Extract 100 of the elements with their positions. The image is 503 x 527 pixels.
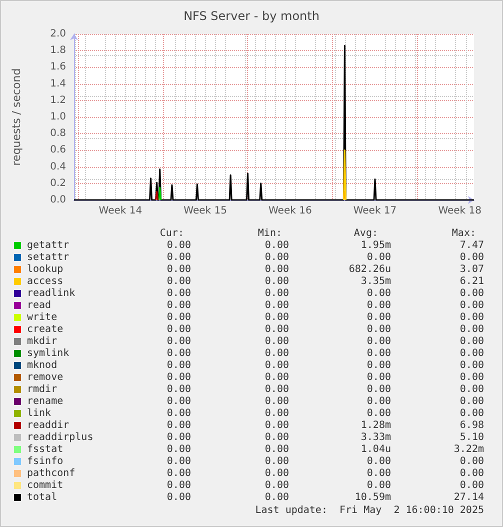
text: 0.00 bbox=[366, 384, 391, 396]
legend-label: remove bbox=[27, 372, 64, 384]
text: 0.00 bbox=[166, 276, 191, 288]
text: 0.00 bbox=[264, 324, 289, 336]
text: 0.00 bbox=[166, 288, 191, 300]
x-tick-label: Week 15 bbox=[184, 206, 227, 216]
text: 0.00 bbox=[460, 360, 484, 372]
text: 0.00 bbox=[166, 324, 191, 336]
text: 3.35m bbox=[360, 276, 391, 288]
y-tick-label: 1.6 bbox=[50, 62, 66, 73]
text: 682.26u bbox=[348, 264, 391, 276]
text: 0.00 bbox=[460, 396, 484, 408]
legend-label: symlink bbox=[27, 348, 70, 360]
text: 0.00 bbox=[166, 408, 191, 420]
legend-label: write bbox=[27, 312, 58, 324]
x-tick-label: Week 16 bbox=[268, 206, 312, 216]
text: 5.10 bbox=[460, 432, 484, 444]
text: 10.59m bbox=[354, 492, 391, 504]
text: 0.00 bbox=[166, 252, 191, 264]
legend-label: readlink bbox=[27, 288, 76, 300]
legend-label: create bbox=[27, 324, 64, 336]
text: 0.00 bbox=[166, 396, 191, 408]
text: 0.00 bbox=[264, 360, 289, 372]
legend-label: fsinfo bbox=[27, 456, 64, 468]
legend-label: commit bbox=[27, 480, 64, 492]
legend-label: readdirplus bbox=[27, 432, 94, 444]
legend-label: link bbox=[27, 408, 52, 420]
text: 0.00 bbox=[366, 408, 391, 420]
text: 0.00 bbox=[460, 336, 484, 348]
text: 0.00 bbox=[166, 480, 191, 492]
text: 0.00 bbox=[264, 336, 289, 348]
text: 0.00 bbox=[366, 456, 391, 468]
text: 0.00 bbox=[264, 240, 289, 252]
legend-label: lookup bbox=[27, 264, 64, 276]
legend-label: mknod bbox=[27, 360, 58, 372]
text: 0.00 bbox=[460, 288, 484, 300]
text: 1.04u bbox=[360, 444, 391, 456]
text: 0.00 bbox=[264, 492, 289, 504]
y-tick-label: 1.8 bbox=[50, 45, 66, 56]
text: 0.00 bbox=[264, 312, 289, 324]
text: 0.00 bbox=[166, 444, 191, 456]
text: 0.00 bbox=[366, 468, 391, 480]
legend-label: total bbox=[27, 492, 58, 504]
text: 0.00 bbox=[366, 372, 391, 384]
text: 0.00 bbox=[166, 348, 191, 360]
text: 0.00 bbox=[366, 324, 391, 336]
legend-label: readdir bbox=[27, 420, 70, 432]
text: 0.00 bbox=[166, 240, 191, 252]
legend-label: getattr bbox=[27, 240, 70, 252]
text: Min: bbox=[258, 228, 282, 240]
text: 7.47 bbox=[460, 240, 484, 252]
text: Avg: bbox=[354, 228, 378, 240]
text: 0.00 bbox=[366, 252, 391, 264]
text: 0.00 bbox=[166, 420, 191, 432]
text: 0.00 bbox=[460, 372, 484, 384]
text: 3.33m bbox=[360, 432, 391, 444]
legend-label: fsstat bbox=[27, 444, 64, 456]
text: 0.00 bbox=[166, 384, 191, 396]
text: 0.00 bbox=[166, 468, 191, 480]
text: 0.00 bbox=[264, 372, 289, 384]
text: 0.00 bbox=[264, 396, 289, 408]
text: 6.98 bbox=[460, 420, 484, 432]
y-tick-label: 1.2 bbox=[50, 94, 66, 106]
text: 0.00 bbox=[460, 324, 484, 336]
text: 0.00 bbox=[366, 360, 391, 372]
text: 0.00 bbox=[264, 384, 289, 396]
text: 0.00 bbox=[166, 300, 191, 312]
text: 0.00 bbox=[366, 312, 391, 324]
text: 0.00 bbox=[366, 300, 391, 312]
text: 0.00 bbox=[166, 312, 191, 324]
legend-label: mkdir bbox=[27, 336, 58, 348]
text: 0.00 bbox=[166, 336, 191, 348]
text: 0.00 bbox=[366, 396, 391, 408]
y-tick-label: 1.4 bbox=[50, 78, 66, 90]
text: 3.07 bbox=[460, 264, 484, 276]
y-axis-title: requests / second bbox=[10, 68, 23, 166]
text: 0.00 bbox=[366, 348, 391, 360]
legend-label: rename bbox=[27, 396, 64, 408]
text: 0.00 bbox=[264, 300, 289, 312]
x-tick-label: Week 17 bbox=[353, 206, 397, 216]
text: 0.00 bbox=[460, 468, 484, 480]
text: 27.14 bbox=[454, 492, 484, 504]
text: 3.22m bbox=[454, 444, 484, 456]
chart-title: NFS Server - by month bbox=[184, 9, 320, 23]
text: 0.00 bbox=[366, 336, 391, 348]
y-tick-label: 0.6 bbox=[50, 144, 66, 156]
text: 0.00 bbox=[460, 456, 484, 468]
text: 0.00 bbox=[264, 348, 289, 360]
text: 0.00 bbox=[264, 420, 289, 432]
text: 0.00 bbox=[264, 264, 289, 276]
text: 0.00 bbox=[366, 288, 391, 300]
x-tick-label: Week 14 bbox=[98, 206, 142, 216]
text: 0.00 bbox=[264, 480, 289, 492]
y-tick-label: 1.0 bbox=[50, 112, 66, 122]
text: 0.00 bbox=[264, 252, 289, 264]
text: 0.00 bbox=[264, 288, 289, 300]
text: 0.00 bbox=[166, 372, 191, 384]
y-tick-label: 0.2 bbox=[50, 178, 66, 189]
legend-label: setattr bbox=[27, 252, 70, 264]
y-tick-label: 2.0 bbox=[50, 28, 66, 40]
